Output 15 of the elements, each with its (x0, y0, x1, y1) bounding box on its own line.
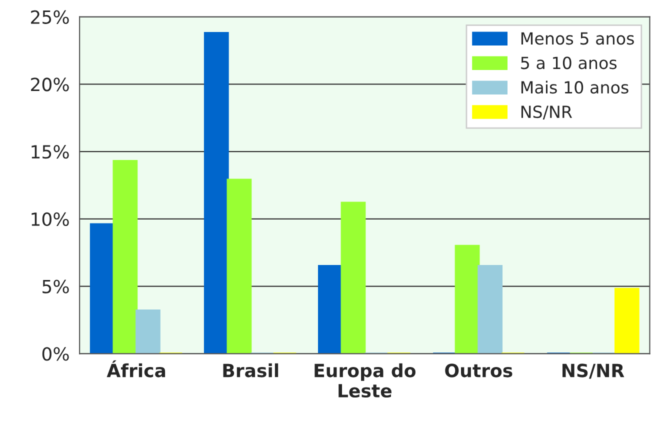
y-tick-label: 20% (31, 78, 69, 92)
x-tick-label: Brasil (223, 363, 278, 378)
x-tick-label: NS/NR (562, 364, 624, 379)
legend-label: Mais 10 anos (521, 80, 628, 94)
y-tick-label: 15% (32, 145, 69, 159)
x-tick-label: Europa do Leste (314, 363, 416, 398)
y-tick-label: 10% (32, 212, 69, 226)
y-tick-label: 25% (31, 10, 69, 24)
legend-label: Menos 5 anos (521, 32, 634, 45)
x-tick-label: África (106, 360, 166, 378)
legend-label: NS/NR (521, 106, 572, 120)
y-tick-label: 5% (42, 280, 69, 294)
x-tick-label: Outros (445, 364, 512, 378)
legend-label: 5 a 10 anos (521, 56, 617, 70)
y-tick-label: 0% (42, 347, 69, 361)
